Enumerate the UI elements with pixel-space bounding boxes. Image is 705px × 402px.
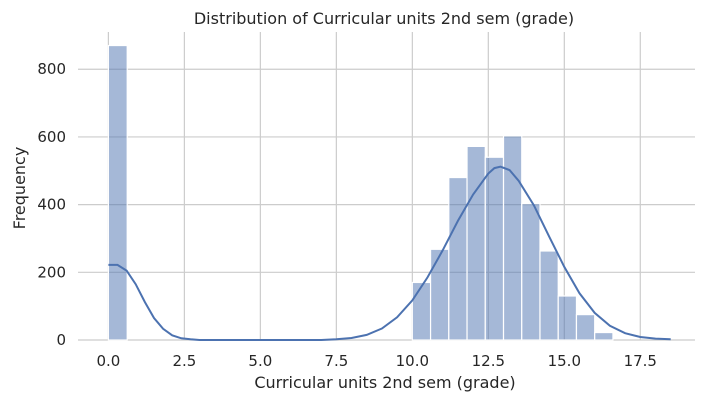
x-tick-label: 12.5	[472, 352, 505, 370]
histogram-bar	[539, 250, 559, 341]
histogram-bar	[575, 314, 596, 341]
x-tick-label: 15.0	[548, 352, 581, 370]
histogram-bar	[484, 156, 505, 341]
y-tick-label: 600	[37, 128, 66, 146]
y-tick-label: 800	[37, 60, 66, 78]
histogram-bar	[448, 176, 468, 341]
x-axis-label: Curricular units 2nd sem (grade)	[254, 373, 515, 392]
histogram-bar	[557, 295, 578, 341]
histogram-bar	[502, 135, 523, 341]
histogram-bar	[466, 145, 486, 341]
x-tick-label: 17.5	[624, 352, 657, 370]
y-tick-label: 0	[56, 331, 66, 349]
x-tick-label: 7.5	[324, 352, 348, 370]
x-tick-label: 5.0	[248, 352, 272, 370]
bars	[107, 44, 614, 341]
histogram-bar	[594, 331, 614, 341]
y-tick-label: 400	[37, 196, 66, 214]
histogram-bar	[521, 203, 541, 341]
x-tick-label: 2.5	[172, 352, 196, 370]
y-tick-label: 200	[37, 263, 66, 281]
histogram-bar	[107, 44, 128, 341]
x-tick-labels: 0.0 2.5 5.0 7.5 10.0 12.5 15.0 17.5	[96, 352, 657, 370]
histogram-bar	[429, 248, 450, 341]
kde-curve	[108, 165, 671, 341]
x-tick-label: 0.0	[96, 352, 120, 370]
grid	[78, 32, 695, 341]
chart-title: Distribution of Curricular units 2nd sem…	[194, 9, 574, 28]
y-axis-label: Frequency	[10, 147, 29, 230]
histogram-bar	[411, 281, 432, 341]
y-tick-labels: 0 200 400 600 800	[37, 60, 66, 349]
x-tick-label: 10.0	[396, 352, 429, 370]
kde-line	[108, 165, 671, 341]
